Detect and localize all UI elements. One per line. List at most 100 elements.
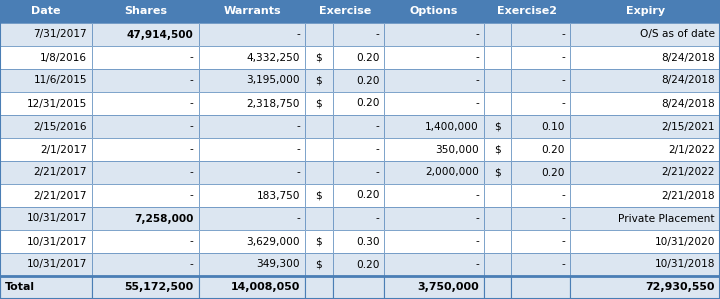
Bar — [570, 115, 720, 138]
Text: -: - — [562, 53, 565, 62]
Bar — [511, 92, 570, 115]
Bar — [511, 184, 570, 207]
Text: 2/21/2017: 2/21/2017 — [34, 167, 87, 178]
Text: -: - — [190, 167, 194, 178]
Text: -: - — [376, 213, 379, 223]
Bar — [0, 253, 92, 276]
Bar — [384, 115, 484, 138]
Bar — [92, 23, 199, 46]
Bar — [199, 207, 305, 230]
Text: $: $ — [315, 53, 323, 62]
Text: -: - — [190, 76, 194, 86]
Bar — [305, 115, 333, 138]
Text: 0.30: 0.30 — [356, 237, 379, 246]
Bar — [484, 138, 511, 161]
Text: Exercise2: Exercise2 — [497, 7, 557, 16]
Bar — [570, 253, 720, 276]
Bar — [199, 138, 305, 161]
Bar — [92, 184, 199, 207]
Bar — [305, 207, 333, 230]
Bar — [92, 253, 199, 276]
Bar — [333, 115, 384, 138]
Bar — [570, 161, 720, 184]
Text: 10/31/2017: 10/31/2017 — [27, 260, 87, 269]
Text: 8/24/2018: 8/24/2018 — [661, 76, 715, 86]
Text: 349,300: 349,300 — [256, 260, 300, 269]
Bar — [333, 184, 384, 207]
Text: 14,008,050: 14,008,050 — [231, 283, 300, 292]
Bar — [384, 230, 484, 253]
Bar — [333, 230, 384, 253]
Bar — [570, 23, 720, 46]
Bar — [92, 230, 199, 253]
Text: 0.20: 0.20 — [356, 190, 379, 201]
Bar — [0, 138, 92, 161]
Text: 4,332,250: 4,332,250 — [247, 53, 300, 62]
Text: -: - — [562, 213, 565, 223]
Bar — [199, 46, 305, 69]
Bar — [511, 69, 570, 92]
Bar — [384, 207, 484, 230]
Bar — [305, 92, 333, 115]
Bar — [0, 115, 92, 138]
Bar — [384, 184, 484, 207]
Text: -: - — [562, 30, 565, 39]
Bar — [305, 230, 333, 253]
Bar — [511, 115, 570, 138]
Bar — [484, 46, 511, 69]
Bar — [384, 276, 484, 299]
Bar — [0, 161, 92, 184]
Bar — [305, 69, 333, 92]
Bar — [384, 23, 484, 46]
Text: 183,750: 183,750 — [257, 190, 300, 201]
Bar — [92, 184, 199, 207]
Bar — [570, 161, 720, 184]
Bar — [384, 69, 484, 92]
Bar — [92, 207, 199, 230]
Bar — [484, 276, 511, 299]
Bar — [484, 207, 511, 230]
Bar — [384, 138, 484, 161]
Bar — [570, 92, 720, 115]
Bar — [333, 276, 384, 299]
Bar — [484, 0, 570, 23]
Bar — [0, 276, 92, 299]
Text: 8/24/2018: 8/24/2018 — [661, 53, 715, 62]
Text: 2,000,000: 2,000,000 — [425, 167, 479, 178]
Bar — [484, 115, 511, 138]
Text: 7/31/2017: 7/31/2017 — [34, 30, 87, 39]
Bar — [199, 69, 305, 92]
Bar — [570, 230, 720, 253]
Bar — [0, 69, 92, 92]
Text: Exercise: Exercise — [319, 7, 371, 16]
Bar — [484, 69, 511, 92]
Bar — [384, 207, 484, 230]
Text: Private Placement: Private Placement — [618, 213, 715, 223]
Text: 350,000: 350,000 — [435, 144, 479, 155]
Bar — [199, 161, 305, 184]
Bar — [305, 253, 333, 276]
Text: 3,195,000: 3,195,000 — [247, 76, 300, 86]
Bar — [305, 161, 333, 184]
Bar — [333, 69, 384, 92]
Bar — [0, 253, 92, 276]
Bar — [199, 92, 305, 115]
Text: $: $ — [315, 237, 323, 246]
Bar — [570, 92, 720, 115]
Bar — [92, 276, 199, 299]
Bar — [92, 276, 199, 299]
Text: -: - — [562, 76, 565, 86]
Text: 55,172,500: 55,172,500 — [125, 283, 194, 292]
Bar — [484, 46, 511, 69]
Text: 11/6/2015: 11/6/2015 — [34, 76, 87, 86]
Bar — [305, 0, 384, 23]
Bar — [305, 46, 333, 69]
Text: 2/15/2016: 2/15/2016 — [34, 121, 87, 132]
Text: Shares: Shares — [124, 7, 167, 16]
Text: 7,258,000: 7,258,000 — [135, 213, 194, 223]
Text: -: - — [297, 121, 300, 132]
Text: 0.20: 0.20 — [356, 260, 379, 269]
Bar — [199, 184, 305, 207]
Bar — [92, 69, 199, 92]
Bar — [570, 207, 720, 230]
